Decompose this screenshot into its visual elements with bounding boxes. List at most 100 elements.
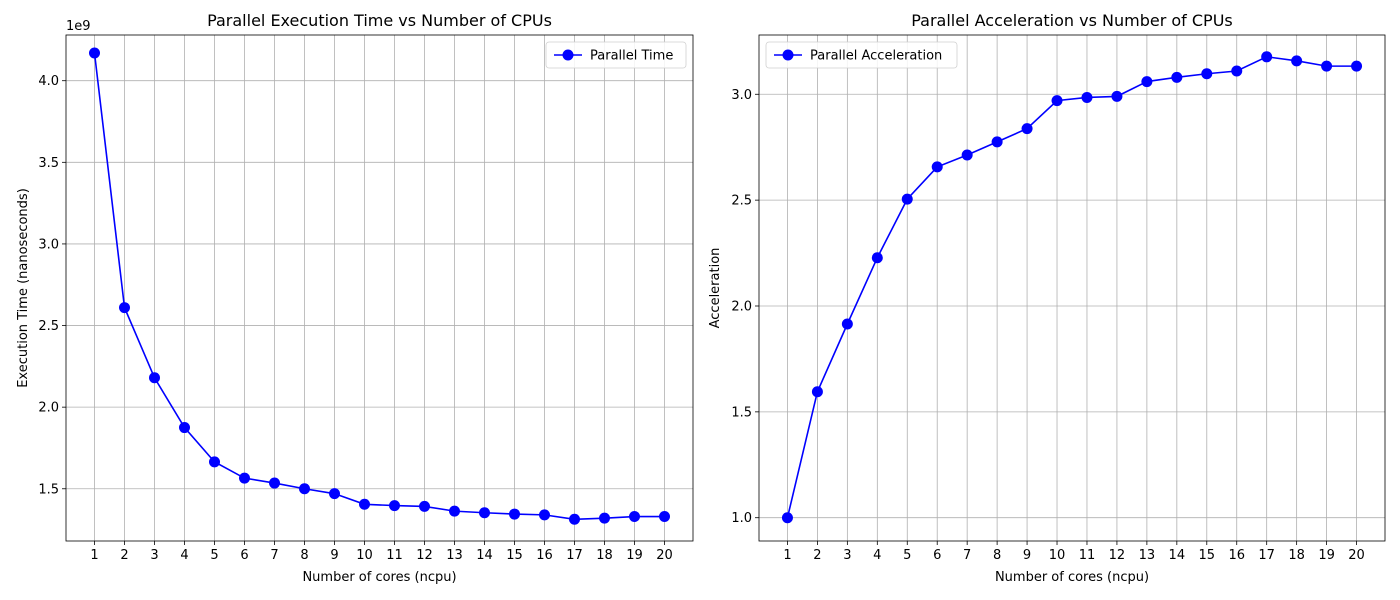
data-point (841, 318, 853, 330)
data-point (389, 500, 400, 512)
legend-dot-marker (562, 49, 574, 61)
acceleration-chart: Parallel Acceleration vs Number of CPUs … (708, 11, 1386, 585)
x-tick-label: 14 (476, 548, 493, 563)
x-tick-label: 12 (416, 548, 433, 563)
data-point (239, 472, 250, 484)
x-tick-label: 15 (506, 548, 523, 563)
x-tick-label: 5 (210, 548, 218, 563)
data-point (901, 193, 913, 205)
grid (759, 35, 1385, 541)
x-tick-label: 18 (596, 548, 613, 563)
data-point (1291, 55, 1303, 67)
y-axis-label: Acceleration (708, 248, 723, 329)
x-tick-label: 8 (993, 548, 1001, 563)
y-tick-label: 2.5 (731, 194, 752, 209)
x-tick-label: 16 (536, 548, 553, 563)
series-line (93, 52, 665, 521)
x-tick-label: 11 (386, 548, 403, 563)
data-point (89, 47, 100, 59)
y-axis-label: Execution Time (nanoseconds) (16, 188, 31, 388)
y-tick-label: 3.5 (38, 156, 59, 171)
data-point (1201, 68, 1213, 80)
x-tick-label: 2 (120, 548, 128, 563)
x-tick-label: 8 (300, 548, 308, 563)
x-tick-label: 12 (1109, 548, 1126, 563)
x-tick-label: 17 (566, 548, 583, 563)
data-point (179, 422, 190, 434)
data-point (479, 507, 490, 519)
legend-label: Parallel Time (590, 49, 673, 64)
plot-frame (758, 34, 1386, 542)
x-tick-label: 19 (626, 548, 643, 563)
chart-title: Parallel Acceleration vs Number of CPUs (911, 11, 1233, 30)
x-tick-label: 4 (873, 548, 881, 563)
data-point (359, 498, 370, 510)
x-tick-label: 1 (90, 548, 98, 563)
data-point (961, 149, 973, 161)
data-point (781, 512, 793, 524)
x-tick-label: 9 (1023, 548, 1031, 563)
data-point (299, 483, 310, 495)
data-point (1261, 51, 1273, 63)
execution-time-chart: Parallel Execution Time vs Number of CPU… (16, 11, 694, 585)
y-tick-label: 1.0 (731, 511, 752, 526)
data-point (1111, 90, 1123, 102)
y-tick-label: 3.0 (731, 88, 752, 103)
x-tick-label: 1 (783, 548, 791, 563)
legend-box (545, 41, 687, 69)
data-point (1081, 91, 1093, 103)
data-point (1321, 60, 1333, 72)
chart-title: Parallel Execution Time vs Number of CPU… (207, 11, 552, 30)
y-tick-label: 1.5 (731, 405, 752, 420)
data-point (1141, 76, 1153, 88)
x-tick-label: 13 (446, 548, 463, 563)
x-tick-label: 3 (843, 548, 851, 563)
data-point (149, 372, 160, 384)
data-point (599, 512, 610, 524)
x-tick-label: 9 (330, 548, 338, 563)
data-point (1231, 65, 1243, 77)
data-point (1051, 95, 1063, 107)
data-point (1021, 123, 1033, 135)
data-point (811, 386, 823, 398)
x-tick-label: 4 (180, 548, 188, 563)
data-point (509, 508, 520, 520)
y-tick-label: 2.0 (38, 401, 59, 416)
data-point (659, 511, 670, 523)
x-axis-label: Number of cores (ncpu) (302, 570, 456, 585)
data-point (449, 505, 460, 517)
legend-label: Parallel Acceleration (810, 49, 942, 64)
legend: Parallel Time (545, 41, 687, 69)
x-tick-label: 5 (903, 548, 911, 563)
legend-box (765, 41, 958, 69)
x-tick-label: 17 (1258, 548, 1275, 563)
x-tick-label: 6 (240, 548, 248, 563)
x-tick-label: 13 (1139, 548, 1156, 563)
legend: Parallel Acceleration (765, 41, 958, 69)
x-tick-label: 3 (150, 548, 158, 563)
data-point (209, 456, 220, 468)
x-tick-label: 2 (813, 548, 821, 563)
data-point (119, 302, 130, 314)
y-tick-label: 1.5 (38, 482, 59, 497)
series-line (786, 55, 1357, 518)
data-point (269, 477, 280, 489)
data-point (419, 500, 430, 512)
data-point (931, 161, 943, 173)
data-point (1171, 71, 1183, 83)
x-axis-label: Number of cores (ncpu) (995, 570, 1149, 585)
x-tick-label: 18 (1288, 548, 1305, 563)
data-point (991, 136, 1003, 148)
y-tick-label: 2.0 (731, 299, 752, 314)
data-point (539, 509, 550, 521)
y-tick-label: 4.0 (38, 74, 59, 89)
x-tick-label: 14 (1169, 548, 1186, 563)
y-tick-label: 2.5 (38, 319, 59, 334)
data-point (329, 488, 340, 500)
x-tick-label: 11 (1079, 548, 1096, 563)
x-tick-label: 16 (1228, 548, 1245, 563)
x-tick-label: 19 (1318, 548, 1335, 563)
x-tick-label: 20 (1348, 548, 1365, 563)
y-axis-offset-label: 1e9 (66, 19, 91, 34)
